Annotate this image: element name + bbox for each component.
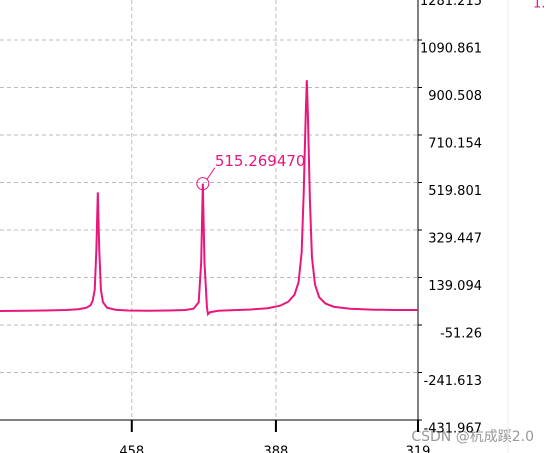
annotation-marker xyxy=(196,177,210,191)
annotation-label: 515.269470 xyxy=(215,152,306,170)
watermark: CSDN @杭成蹊2.0 xyxy=(411,429,534,445)
data-line xyxy=(0,80,418,317)
y-tick-label: 1090.861 xyxy=(420,42,482,57)
y-tick-label: 329.447 xyxy=(428,232,482,247)
y-tick-label: 139.094 xyxy=(428,279,482,294)
x-tick-label: 388 xyxy=(264,445,289,453)
y-tick-label: 1281.215 xyxy=(420,0,482,9)
y-tick-label: -51.26 xyxy=(440,327,482,342)
corner-text: 1. xyxy=(533,0,545,12)
x-tick-label: 458 xyxy=(119,445,144,453)
y-tick-label: 710.154 xyxy=(428,137,482,152)
y-tick-label: -431.967 xyxy=(424,422,482,437)
y-tick-label: -241.613 xyxy=(424,374,482,389)
y-tick-label: 519.801 xyxy=(428,184,482,199)
y-tick-label: 900.508 xyxy=(428,89,482,104)
annotation-leader xyxy=(206,167,216,180)
x-tick-label: 319 xyxy=(406,445,431,453)
